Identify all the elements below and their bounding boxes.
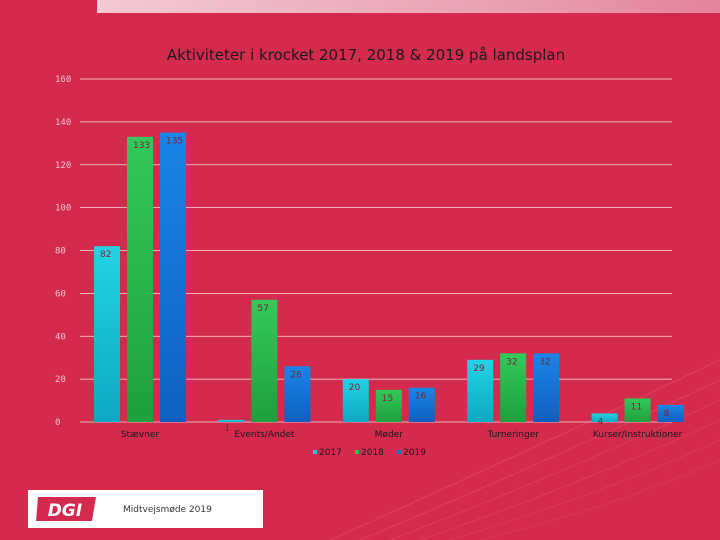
legend-label: 2019 <box>403 448 426 458</box>
bar-2019-5 <box>657 404 684 422</box>
footer-panel: DGI Midtvejsmøde 2019 <box>28 490 263 528</box>
y-tick-label: 100 <box>55 204 71 214</box>
category-label: Kurser/Instruktioner <box>593 430 683 440</box>
y-tick-label: 160 <box>55 75 71 85</box>
legend-label: 2018 <box>361 448 384 458</box>
data-label: 32 <box>539 357 550 367</box>
bar-2018-5 <box>624 398 651 422</box>
data-label: 26 <box>290 370 302 380</box>
category-label: Events/Andet <box>234 430 295 440</box>
data-label: 57 <box>257 304 268 314</box>
bar-2019-3 <box>408 387 435 422</box>
legend-swatch-2019 <box>397 450 401 454</box>
y-tick-label: 60 <box>55 289 66 299</box>
footer-meeting-text: Midtvejsmøde 2019 <box>123 505 212 515</box>
y-tick-label: 0 <box>55 418 60 428</box>
bar-2017-1 <box>94 246 120 422</box>
bar-2017-2 <box>218 419 245 422</box>
data-label: 16 <box>415 392 427 402</box>
data-label: 29 <box>473 364 485 374</box>
category-label: Turneringer <box>486 430 539 440</box>
category-label: Stævner <box>121 430 160 440</box>
y-tick-label: 40 <box>55 332 66 342</box>
bar-2018-3 <box>375 389 402 422</box>
bar-2019-4 <box>533 353 560 422</box>
category-label: Møder <box>375 430 404 440</box>
data-label: 133 <box>133 141 150 151</box>
logo-text: DGI <box>48 501 82 521</box>
bar-2019-2 <box>284 366 311 422</box>
chart-title: Aktiviteter i krocket 2017, 2018 & 2019 … <box>167 46 565 64</box>
bar-2018-4 <box>500 353 527 422</box>
bar-2017-5 <box>591 413 618 422</box>
legend-swatch-2018 <box>355 450 359 454</box>
data-label: 82 <box>100 250 111 260</box>
data-label: 32 <box>506 357 517 367</box>
legend-swatch-2017 <box>313 450 317 454</box>
data-label: 1 <box>224 424 230 434</box>
bar-2019-1 <box>160 132 186 422</box>
bar-2018-1 <box>127 136 153 422</box>
legend-label: 2017 <box>319 448 342 458</box>
bar-2017-3 <box>342 379 369 422</box>
activity-bar-chart: Aktiviteter i krocket 2017, 2018 & 2019 … <box>55 46 684 458</box>
data-label: 11 <box>631 402 642 412</box>
y-tick-label: 80 <box>55 247 66 257</box>
y-tick-label: 20 <box>55 375 66 385</box>
data-label: 8 <box>664 409 670 419</box>
y-tick-label: 140 <box>55 118 71 128</box>
bar-2017-4 <box>467 359 494 422</box>
data-label: 4 <box>598 417 604 427</box>
data-label: 20 <box>349 383 361 393</box>
top-decorative-band <box>97 0 720 13</box>
dgi-logo: DGI <box>36 493 98 525</box>
y-tick-label: 120 <box>55 161 71 171</box>
data-label: 135 <box>166 137 183 147</box>
bar-2018-2 <box>251 299 278 422</box>
data-label: 15 <box>382 394 393 404</box>
